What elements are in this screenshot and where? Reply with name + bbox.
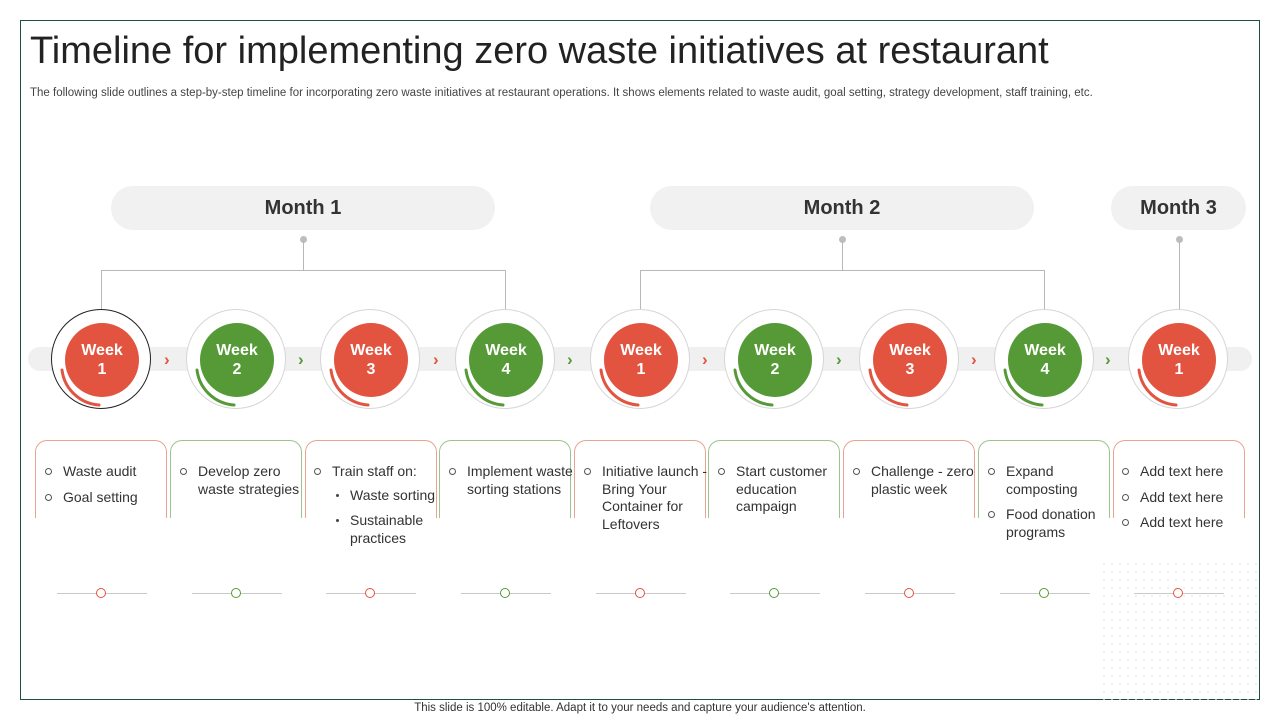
marker-circle	[904, 588, 914, 598]
task-item: Expand composting	[984, 463, 1112, 498]
week-number: 1	[636, 361, 646, 378]
task-item: Implement waste sorting stations	[445, 463, 573, 498]
month-1-header: Month 1	[111, 186, 495, 230]
month-2-connector-dot	[839, 236, 846, 243]
chevron-right-icon: ›	[836, 350, 842, 369]
week-label: Week	[485, 342, 527, 359]
dotted-pattern-decoration	[1100, 560, 1260, 700]
task-list-4: Implement waste sorting stations	[445, 463, 573, 506]
chevron-right-icon: ›	[1105, 350, 1111, 369]
task-item: Food donation programs	[984, 506, 1112, 541]
week-circle-m2-w4[interactable]: Week 4	[994, 309, 1094, 409]
task-subitem: Waste sorting	[332, 487, 438, 505]
chevron-right-icon: ›	[971, 350, 977, 369]
month-2-connector-left	[640, 270, 641, 310]
task-list-8: Expand composting Food donation programs	[984, 463, 1112, 549]
month-2-connector-stem	[842, 240, 843, 271]
task-list-3: Train staff on: Waste sorting Sustainabl…	[310, 463, 438, 555]
week-circle-m1-w3[interactable]: Week 3	[320, 309, 420, 409]
month-3-connector-stem	[1179, 240, 1180, 310]
task-card-6	[708, 440, 840, 518]
task-card-4	[439, 440, 571, 518]
month-2-connector-bar	[640, 270, 1045, 271]
chevron-right-icon: ›	[567, 350, 573, 369]
week-label: Week	[1158, 342, 1200, 359]
task-item: Add text here	[1118, 514, 1246, 532]
task-item: Train staff on: Waste sorting Sustainabl…	[310, 463, 438, 547]
slide-frame	[20, 20, 1260, 700]
task-card-1	[35, 440, 167, 518]
week-label: Week	[216, 342, 258, 359]
marker-circle	[1173, 588, 1183, 598]
task-list-6: Start customer education campaign	[714, 463, 842, 524]
slide-title: Timeline for implementing zero waste ini…	[30, 30, 1049, 72]
month-2-connector-right	[1044, 270, 1045, 310]
task-sublist: Waste sorting Sustainable practices	[332, 487, 438, 548]
task-card-3	[305, 440, 437, 518]
week-number: 3	[905, 361, 915, 378]
month-1-connector-stem	[303, 240, 304, 271]
week-circle-m1-w4[interactable]: Week 4	[455, 309, 555, 409]
week-number: 4	[501, 361, 511, 378]
week-circle-m1-w2[interactable]: Week 2	[186, 309, 286, 409]
marker-circle	[635, 588, 645, 598]
task-item: Add text here	[1118, 463, 1246, 481]
marker-circle	[365, 588, 375, 598]
month-3-connector-dot	[1176, 236, 1183, 243]
week-label: Week	[889, 342, 931, 359]
week-number: 1	[1174, 361, 1184, 378]
month-1-connector-right	[505, 270, 506, 310]
week-number: 3	[366, 361, 376, 378]
week-number: 2	[770, 361, 780, 378]
month-1-connector-dot	[300, 236, 307, 243]
task-item: Add text here	[1118, 489, 1246, 507]
chevron-right-icon: ›	[702, 350, 708, 369]
marker-circle	[1039, 588, 1049, 598]
slide-subtitle: The following slide outlines a step-by-s…	[30, 87, 1093, 99]
task-item: Start customer education campaign	[714, 463, 842, 516]
week-number: 4	[1040, 361, 1050, 378]
week-number: 2	[232, 361, 242, 378]
month-1-connector-bar	[101, 270, 506, 271]
task-subitem: Sustainable practices	[332, 512, 438, 547]
week-circle-m3-w1[interactable]: Week 1	[1128, 309, 1228, 409]
week-label: Week	[1024, 342, 1066, 359]
task-list-2: Develop zero waste strategies	[176, 463, 304, 506]
task-card-9	[1113, 440, 1245, 518]
task-item: Waste audit	[41, 463, 169, 481]
marker-circle	[96, 588, 106, 598]
week-label: Week	[350, 342, 392, 359]
month-2-header: Month 2	[650, 186, 1034, 230]
week-circle-m1-w1[interactable]: Week 1	[51, 309, 151, 409]
task-card-5	[574, 440, 706, 518]
chevron-right-icon: ›	[164, 350, 170, 369]
marker-circle	[500, 588, 510, 598]
task-list-1: Waste audit Goal setting	[41, 463, 169, 514]
task-card-8	[978, 440, 1110, 518]
marker-circle	[769, 588, 779, 598]
task-list-5: Initiative launch - Bring Your Container…	[580, 463, 708, 541]
task-card-7	[843, 440, 975, 518]
task-item: Goal setting	[41, 489, 169, 507]
task-list-9: Add text here Add text here Add text her…	[1118, 463, 1246, 540]
chevron-right-icon: ›	[433, 350, 439, 369]
task-card-2	[170, 440, 302, 518]
month-1-connector-left	[101, 270, 102, 310]
week-label: Week	[620, 342, 662, 359]
task-item-text: Train staff on:	[332, 463, 417, 479]
month-3-header: Month 3	[1111, 186, 1246, 230]
week-circle-m2-w1[interactable]: Week 1	[590, 309, 690, 409]
task-item: Challenge - zero plastic week	[849, 463, 977, 498]
week-label: Week	[81, 342, 123, 359]
week-label: Week	[754, 342, 796, 359]
week-circle-m2-w3[interactable]: Week 3	[859, 309, 959, 409]
week-number: 1	[97, 361, 107, 378]
marker-circle	[231, 588, 241, 598]
task-item: Develop zero waste strategies	[176, 463, 304, 498]
chevron-right-icon: ›	[298, 350, 304, 369]
week-circle-m2-w2[interactable]: Week 2	[724, 309, 824, 409]
task-item: Initiative launch - Bring Your Container…	[580, 463, 708, 533]
task-list-7: Challenge - zero plastic week	[849, 463, 977, 506]
slide-footer: This slide is 100% editable. Adapt it to…	[414, 702, 866, 714]
